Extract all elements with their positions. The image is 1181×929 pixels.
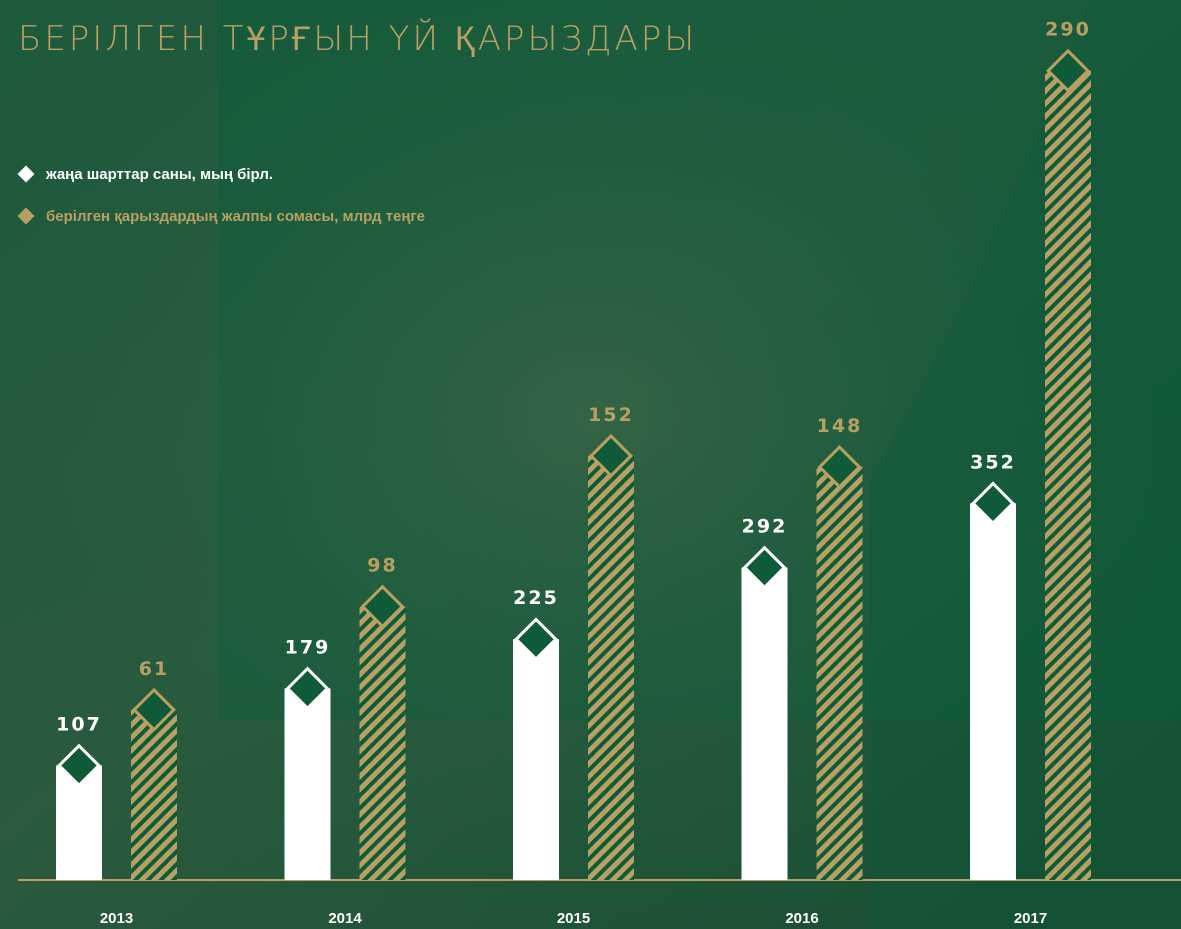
data-label: 107	[56, 714, 102, 736]
legend-label: жаңа шарттар саны, мың бірл.	[45, 166, 273, 183]
x-tick-label: 2016	[785, 910, 818, 927]
data-label: 292	[742, 516, 788, 538]
x-tick-label: 2017	[1014, 910, 1047, 927]
data-label: 352	[970, 451, 1016, 473]
data-label: 98	[367, 555, 397, 577]
data-label: 152	[588, 404, 634, 426]
bar	[588, 456, 634, 880]
data-label: 225	[513, 587, 559, 609]
bar	[817, 467, 863, 880]
data-label: 290	[1045, 19, 1091, 41]
data-label: 148	[817, 415, 863, 437]
legend-label: берілген қарыздардың жалпы сомасы, млрд …	[46, 208, 425, 225]
data-label: 179	[285, 636, 331, 658]
x-tick-label: 2015	[557, 910, 590, 927]
page: {"chart_data": { "type": "bar", "title":…	[0, 0, 1181, 929]
bar	[742, 568, 788, 880]
bar	[360, 607, 406, 880]
bar	[513, 639, 559, 880]
chart: БЕРІЛГЕН ТҰРҒЫН ҮЙ ҚАРЫЗДАРЫ жаңа шартта…	[0, 0, 1181, 929]
data-label: 61	[139, 658, 169, 680]
bar	[1045, 71, 1091, 880]
bar	[285, 688, 331, 880]
bar	[970, 503, 1016, 880]
chart-title: БЕРІЛГЕН ТҰРҒЫН ҮЙ ҚАРЫЗДАРЫ	[18, 18, 697, 59]
x-tick-label: 2013	[100, 910, 133, 927]
bar	[131, 710, 177, 880]
x-tick-label: 2014	[328, 910, 362, 927]
